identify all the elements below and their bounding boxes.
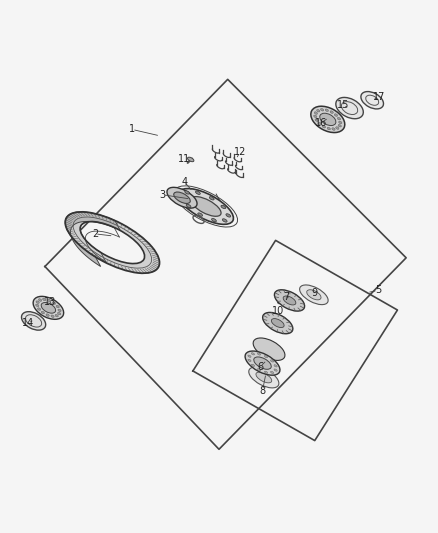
Text: 2: 2	[92, 229, 98, 239]
Ellipse shape	[263, 312, 293, 334]
Text: 4: 4	[181, 176, 187, 187]
Ellipse shape	[254, 357, 271, 369]
Ellipse shape	[307, 290, 321, 300]
Ellipse shape	[55, 314, 58, 317]
Ellipse shape	[35, 304, 39, 306]
Ellipse shape	[314, 115, 317, 118]
Ellipse shape	[320, 113, 336, 126]
Ellipse shape	[248, 359, 251, 361]
Ellipse shape	[253, 338, 285, 360]
Ellipse shape	[265, 356, 268, 358]
Text: 9: 9	[312, 288, 318, 297]
PathPatch shape	[65, 212, 159, 273]
Ellipse shape	[361, 92, 384, 109]
Text: 7: 7	[283, 292, 290, 302]
Ellipse shape	[330, 111, 333, 114]
Ellipse shape	[187, 157, 194, 161]
Ellipse shape	[271, 372, 274, 374]
Ellipse shape	[332, 128, 335, 130]
Ellipse shape	[339, 121, 342, 124]
Ellipse shape	[318, 123, 321, 125]
Ellipse shape	[256, 372, 272, 383]
Ellipse shape	[185, 191, 190, 194]
Ellipse shape	[33, 296, 64, 319]
Text: 3: 3	[159, 190, 166, 200]
Ellipse shape	[221, 205, 226, 208]
Ellipse shape	[48, 300, 51, 302]
Ellipse shape	[336, 127, 339, 130]
Ellipse shape	[41, 311, 44, 314]
Text: 1: 1	[129, 124, 135, 134]
Ellipse shape	[178, 189, 233, 224]
Ellipse shape	[274, 369, 277, 371]
Text: 12: 12	[234, 148, 246, 157]
Text: 5: 5	[375, 286, 381, 295]
Ellipse shape	[42, 298, 46, 301]
Text: 10: 10	[272, 306, 284, 316]
Ellipse shape	[251, 364, 254, 366]
Text: 8: 8	[259, 385, 265, 395]
Ellipse shape	[274, 290, 304, 311]
Ellipse shape	[325, 109, 328, 111]
Ellipse shape	[314, 112, 318, 114]
Ellipse shape	[212, 219, 216, 222]
Ellipse shape	[36, 301, 39, 303]
Text: 15: 15	[337, 100, 349, 110]
Ellipse shape	[322, 125, 325, 128]
Ellipse shape	[181, 196, 186, 199]
Ellipse shape	[186, 204, 191, 207]
Ellipse shape	[321, 109, 324, 111]
Text: 11: 11	[178, 154, 190, 164]
Ellipse shape	[258, 368, 261, 371]
Ellipse shape	[249, 367, 279, 388]
Ellipse shape	[336, 98, 363, 119]
Ellipse shape	[46, 314, 49, 317]
Ellipse shape	[51, 315, 54, 318]
Ellipse shape	[258, 353, 261, 355]
Ellipse shape	[245, 351, 280, 375]
Ellipse shape	[265, 371, 268, 374]
Ellipse shape	[39, 299, 42, 301]
Ellipse shape	[58, 309, 61, 312]
Text: 17: 17	[373, 92, 385, 102]
Ellipse shape	[311, 106, 345, 133]
Ellipse shape	[338, 125, 341, 127]
Ellipse shape	[337, 117, 341, 120]
Ellipse shape	[274, 365, 277, 367]
Ellipse shape	[167, 187, 197, 208]
Ellipse shape	[223, 219, 227, 222]
Ellipse shape	[283, 296, 296, 305]
Ellipse shape	[198, 213, 202, 216]
Ellipse shape	[271, 360, 274, 362]
Ellipse shape	[38, 308, 41, 310]
Text: 6: 6	[257, 361, 263, 372]
Ellipse shape	[209, 197, 214, 200]
Ellipse shape	[334, 114, 338, 116]
Ellipse shape	[251, 353, 254, 355]
Ellipse shape	[315, 119, 318, 122]
PathPatch shape	[65, 212, 120, 266]
Ellipse shape	[272, 319, 284, 328]
Ellipse shape	[327, 127, 330, 130]
Ellipse shape	[21, 312, 46, 330]
Ellipse shape	[53, 302, 56, 304]
Ellipse shape	[226, 214, 231, 217]
Ellipse shape	[317, 109, 320, 112]
Ellipse shape	[191, 197, 221, 216]
Ellipse shape	[56, 305, 59, 308]
Text: 14: 14	[22, 318, 35, 328]
Ellipse shape	[41, 303, 56, 313]
Ellipse shape	[174, 192, 190, 204]
Text: 16: 16	[315, 118, 327, 128]
Ellipse shape	[195, 191, 200, 195]
Text: 13: 13	[44, 297, 56, 307]
Ellipse shape	[248, 355, 251, 357]
Ellipse shape	[57, 312, 61, 315]
Ellipse shape	[300, 285, 328, 305]
